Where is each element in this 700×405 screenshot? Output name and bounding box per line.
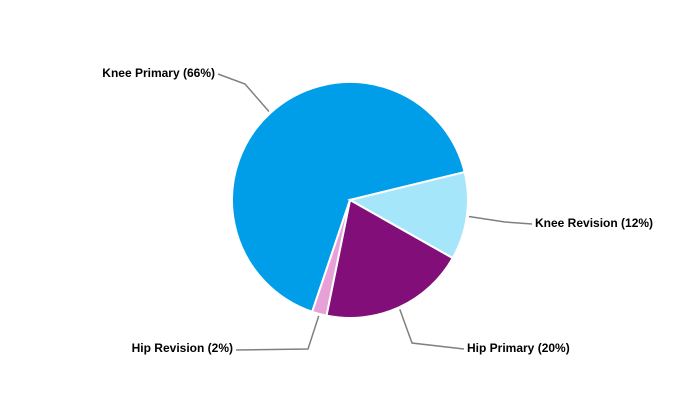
slice-label: Knee Revision (12%) (535, 216, 653, 230)
leader-line (399, 308, 465, 350)
slice-label: Knee Primary (66%) (102, 66, 215, 80)
slice-label: Hip Revision (2%) (132, 341, 233, 355)
leader-line (235, 315, 320, 351)
pie-slice (231, 81, 466, 314)
leader-line (217, 73, 270, 113)
pie-slice (310, 199, 351, 317)
leader-line (468, 215, 533, 225)
pie-slice (347, 170, 469, 260)
slice-label: Hip Primary (20%) (467, 341, 570, 355)
pie-slice (325, 198, 455, 319)
